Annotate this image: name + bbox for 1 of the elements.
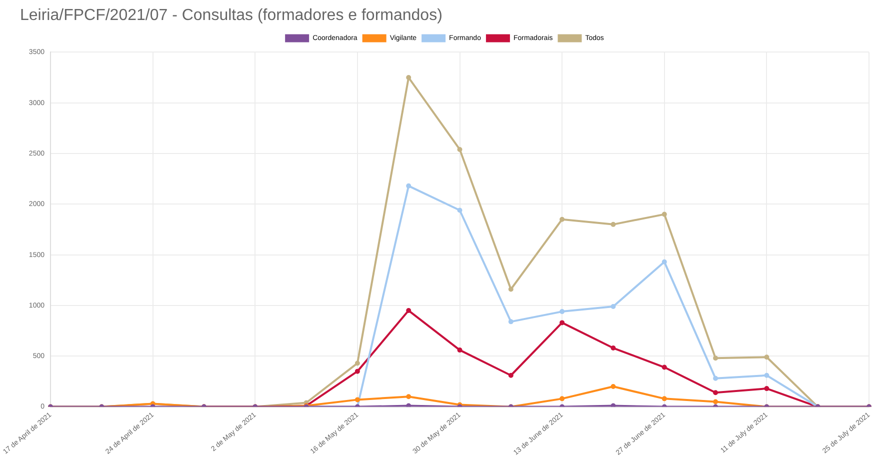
- chart-title: Leiria/FPCF/2021/07 - Consultas (formadores e formandos): [20, 7, 442, 24]
